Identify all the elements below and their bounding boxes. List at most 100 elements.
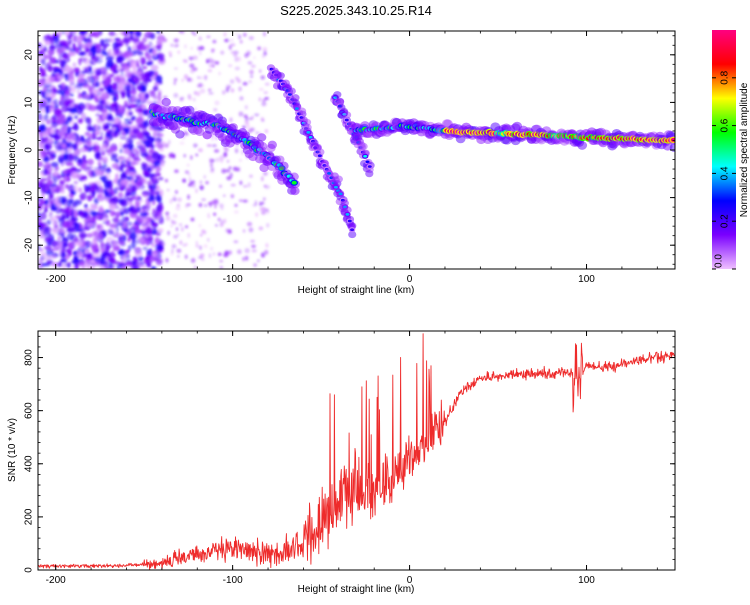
speckle-cell	[212, 65, 215, 68]
speckle-cell	[138, 44, 147, 51]
speckle-cell	[203, 204, 208, 207]
speckle-cell	[197, 76, 200, 80]
speckle-cell	[127, 244, 132, 252]
speckle-cell	[67, 37, 73, 45]
speckle-cell	[73, 67, 80, 73]
speckle-cell	[147, 141, 154, 147]
speckle-cell	[139, 147, 147, 154]
speckle-cell	[193, 107, 197, 112]
speckle-cell	[113, 217, 119, 224]
speckle-cell	[157, 132, 164, 138]
feature-halo	[357, 143, 367, 151]
feature-halo	[343, 206, 352, 214]
speckle-cell	[103, 217, 107, 222]
speckle-cell	[92, 203, 98, 210]
speckle-cell	[66, 162, 74, 167]
speckle-cell	[101, 144, 107, 149]
speckle-cell	[69, 131, 78, 136]
speckle-cell	[92, 144, 97, 152]
speckle-cell	[83, 226, 91, 231]
speckle-cell	[230, 183, 236, 187]
speckle-cell	[244, 119, 249, 125]
speckle-cell	[191, 183, 196, 188]
speckle-cell	[175, 227, 179, 232]
speckle-cell	[64, 149, 69, 156]
speckle-cell	[92, 191, 96, 195]
speckle-cell	[121, 107, 126, 115]
speckle-cell	[159, 163, 165, 167]
speckle-cell	[260, 176, 264, 182]
speckle-cell	[60, 251, 66, 259]
speckle-cell	[123, 32, 129, 37]
speckle-cell	[221, 90, 226, 95]
speckle-cell	[48, 195, 56, 204]
speckle-cell	[102, 114, 106, 120]
speckle-cell	[149, 90, 156, 97]
feature-cell	[337, 191, 344, 197]
speckle-cell	[173, 44, 178, 48]
speckle-cell	[212, 212, 217, 216]
speckle-cell	[52, 175, 58, 184]
speckle-cell	[184, 254, 188, 260]
speckle-cell	[257, 259, 260, 263]
speckle-cell	[203, 174, 207, 179]
speckle-cell	[225, 84, 232, 89]
speckle-cell	[41, 90, 45, 99]
speckle-cell	[136, 198, 144, 203]
speckle-cell	[50, 217, 55, 222]
speckle-cell	[243, 114, 248, 118]
speckle-cell	[88, 51, 93, 57]
speckle-cell	[208, 252, 212, 259]
speckle-cell	[177, 50, 181, 55]
speckle-cell	[89, 60, 94, 65]
speckle-cell	[105, 219, 111, 226]
feature-halo	[276, 72, 285, 80]
speckle-cell	[155, 194, 162, 202]
speckle-cell	[64, 262, 72, 267]
speckle-cell	[159, 159, 165, 164]
speckle-cell	[226, 159, 230, 163]
speckle-cell	[38, 257, 45, 263]
speckle-cell	[170, 251, 174, 257]
speckle-cell	[235, 76, 238, 81]
speckle-cell	[135, 214, 141, 222]
speckle-cell	[171, 197, 178, 202]
speckle-cell	[184, 225, 189, 229]
feature-cell	[366, 164, 373, 170]
speckle-cell	[102, 156, 108, 164]
speckle-cell	[108, 146, 115, 151]
speckle-cell	[44, 199, 49, 206]
speckle-cell	[81, 70, 87, 75]
speckle-cell	[212, 252, 216, 256]
speckle-cell	[116, 55, 123, 63]
speckle-cell	[203, 244, 208, 249]
speckle-cell	[172, 153, 176, 159]
speckle-cell	[130, 176, 136, 185]
speckle-cell	[50, 163, 57, 167]
speckle-cell	[150, 176, 159, 185]
speckle-cell	[147, 58, 154, 66]
speckle-cell	[134, 103, 143, 108]
speckle-cell	[142, 65, 148, 70]
feature-halo	[217, 116, 228, 125]
speckle-cell	[148, 248, 153, 257]
speckle-cell	[114, 43, 123, 47]
speckle-cell	[261, 201, 265, 205]
speckle-cell	[147, 236, 154, 242]
speckle-cell	[101, 92, 109, 101]
colorbar-tick-label: 0.6	[720, 118, 731, 132]
speckle-cell	[90, 56, 95, 60]
speckle-cell	[39, 177, 48, 182]
speckle-cell	[38, 54, 42, 60]
speckle-cell	[38, 152, 44, 160]
speckle-cell	[141, 230, 146, 236]
speckle-cell	[91, 82, 98, 89]
speckle-cell	[156, 172, 161, 177]
speckle-cell	[135, 231, 141, 240]
speckle-cell	[122, 127, 130, 132]
speckle-cell	[230, 43, 236, 47]
snr-y-tick-label: 600	[24, 402, 35, 419]
speckle-cell	[77, 94, 83, 99]
speckle-cell	[119, 147, 124, 154]
speckle-cell	[38, 261, 44, 269]
